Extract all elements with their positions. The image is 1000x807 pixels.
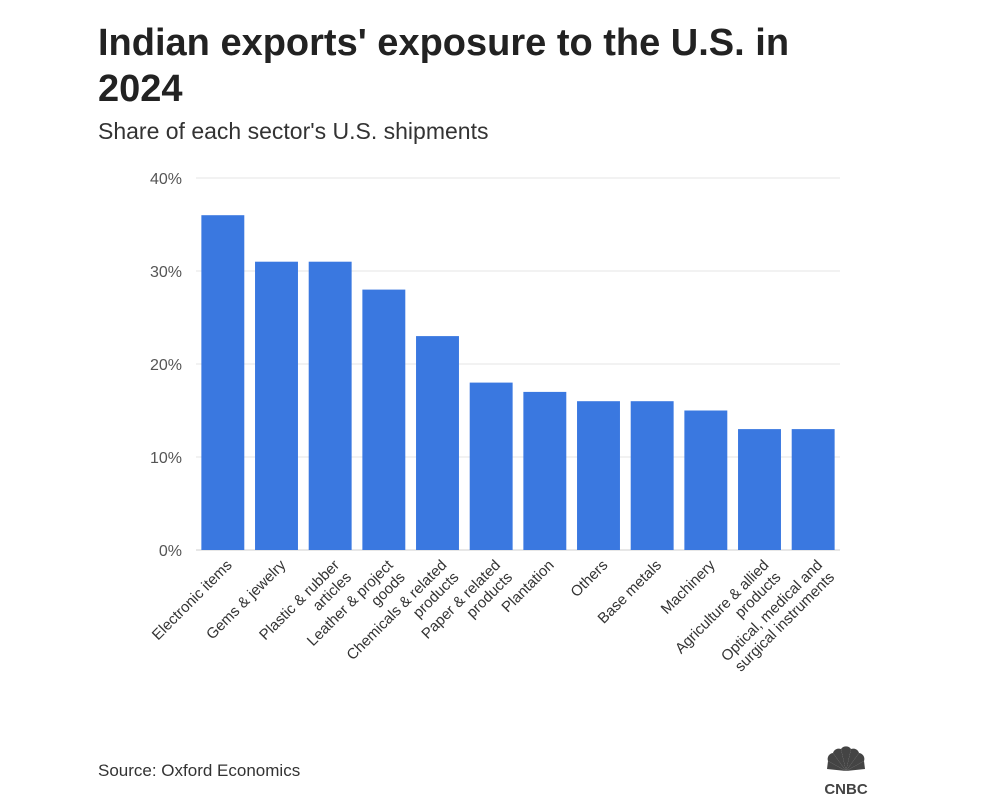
source-note: Source: Oxford Economics <box>98 761 301 780</box>
chart-title: Indian exports' exposure to the U.S. in … <box>98 22 790 110</box>
bar[interactable] <box>201 215 245 550</box>
y-tick-label: 0% <box>159 543 182 560</box>
bar[interactable] <box>738 429 781 550</box>
bar[interactable] <box>684 410 728 551</box>
cnbc-logo: CNBC <box>824 746 868 797</box>
peacock-icon <box>827 746 865 771</box>
bar[interactable] <box>416 336 459 550</box>
chart-subtitle: Share of each sector's U.S. shipments <box>98 118 489 144</box>
x-tick-label: Others <box>567 557 611 601</box>
bar[interactable] <box>308 261 352 550</box>
cnbc-wordmark: CNBC <box>824 781 867 797</box>
x-tick-label-line: Others <box>567 557 611 601</box>
bar[interactable] <box>469 382 513 550</box>
y-tick-label: 20% <box>150 357 182 374</box>
y-tick-label: 10% <box>150 450 182 467</box>
bar[interactable] <box>362 289 406 550</box>
bar[interactable] <box>791 429 835 550</box>
bar[interactable] <box>630 401 674 550</box>
bar[interactable] <box>523 391 567 550</box>
bar[interactable] <box>577 401 620 550</box>
y-tick-label: 30% <box>150 264 182 281</box>
bar[interactable] <box>255 261 298 550</box>
y-tick-label: 40% <box>150 171 182 188</box>
